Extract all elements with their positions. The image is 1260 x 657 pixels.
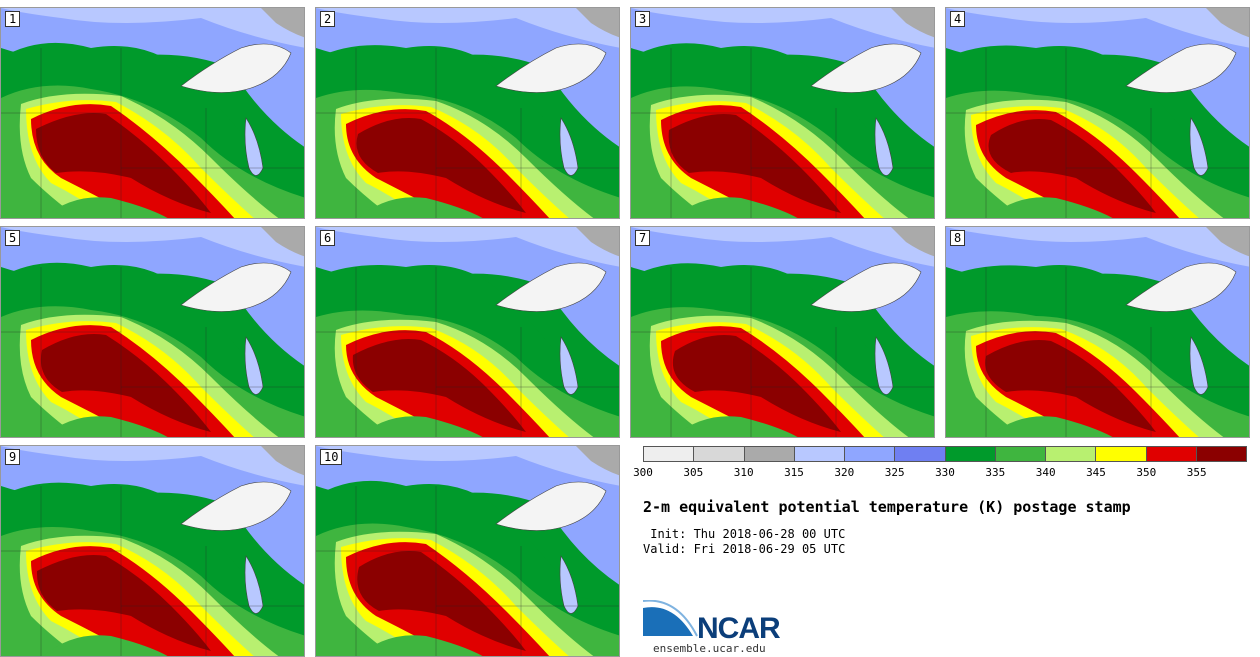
colorbar-swatch — [945, 447, 996, 461]
colorbar-tick-label: 355 — [1186, 466, 1207, 479]
panel-label: 8 — [950, 230, 966, 246]
colorbar-swatch — [995, 447, 1046, 461]
colorbar-tick-label: 330 — [935, 466, 955, 479]
colorbar-tick-label: 335 — [985, 466, 1006, 479]
ncar-logo-icon — [643, 600, 698, 637]
colorbar-swatch — [1046, 447, 1097, 461]
ncar-logo-text: NCAR — [697, 612, 781, 645]
colorbar-swatch — [794, 447, 845, 461]
stamp-panel-3: 3 — [630, 7, 935, 219]
colorbar-swatch — [895, 447, 946, 461]
figure-title: 2-m equivalent potential temperature (K)… — [643, 498, 1131, 516]
colorbar-tick-label: 300 — [633, 466, 653, 479]
panel-label: 1 — [5, 11, 21, 27]
init-time: Init: Thu 2018-06-28 00 UTC — [643, 527, 846, 541]
stamp-panel-8: 8 — [945, 226, 1250, 438]
colorbar-tick-label: 340 — [1035, 466, 1056, 479]
stamp-panel-6: 6 — [315, 226, 620, 438]
colorbar-tick-label: 310 — [733, 466, 754, 479]
stamp-panel-9: 9 — [0, 445, 305, 657]
stamp-panel-4: 4 — [945, 7, 1250, 219]
colorbar-swatch — [1146, 447, 1197, 461]
panel-label: 4 — [950, 11, 966, 27]
colorbar-swatch — [1096, 447, 1147, 461]
stamp-panel-2: 2 — [315, 7, 620, 219]
colorbar-tick-label: 315 — [784, 466, 804, 479]
colorbar-swatch — [694, 447, 745, 461]
panel-label: 7 — [635, 230, 651, 246]
panel-label: 9 — [5, 449, 21, 465]
colorbar-tick-label: 320 — [834, 466, 855, 479]
colorbar-swatch — [644, 447, 695, 461]
panel-label: 10 — [320, 449, 343, 465]
colorbar-tick-label: 350 — [1136, 466, 1157, 479]
panel-label: 3 — [635, 11, 651, 27]
stamp-panel-1: 1 — [0, 7, 305, 219]
colorbar — [643, 446, 1247, 462]
panel-label: 6 — [320, 230, 336, 246]
panel-label: 5 — [5, 230, 21, 246]
colorbar-swatch — [845, 447, 896, 461]
logo-url: ensemble.ucar.edu — [653, 642, 766, 655]
colorbar-tick-label: 325 — [884, 466, 905, 479]
stamp-panel-10: 10 — [315, 445, 620, 657]
colorbar-tick-label: 305 — [683, 466, 704, 479]
colorbar-tick-label: 345 — [1086, 466, 1106, 479]
colorbar-ticks: 300 305 310 315 320 325 330 335 340 345 350 355 — [633, 466, 1247, 480]
colorbar-swatch — [1196, 447, 1246, 461]
stamp-panel-7: 7 — [630, 226, 935, 438]
colorbar-swatch — [744, 447, 795, 461]
stamp-panel-5: 5 — [0, 226, 305, 438]
valid-time: Valid: Fri 2018-06-29 05 UTC — [643, 542, 846, 556]
panel-label: 2 — [320, 11, 336, 27]
